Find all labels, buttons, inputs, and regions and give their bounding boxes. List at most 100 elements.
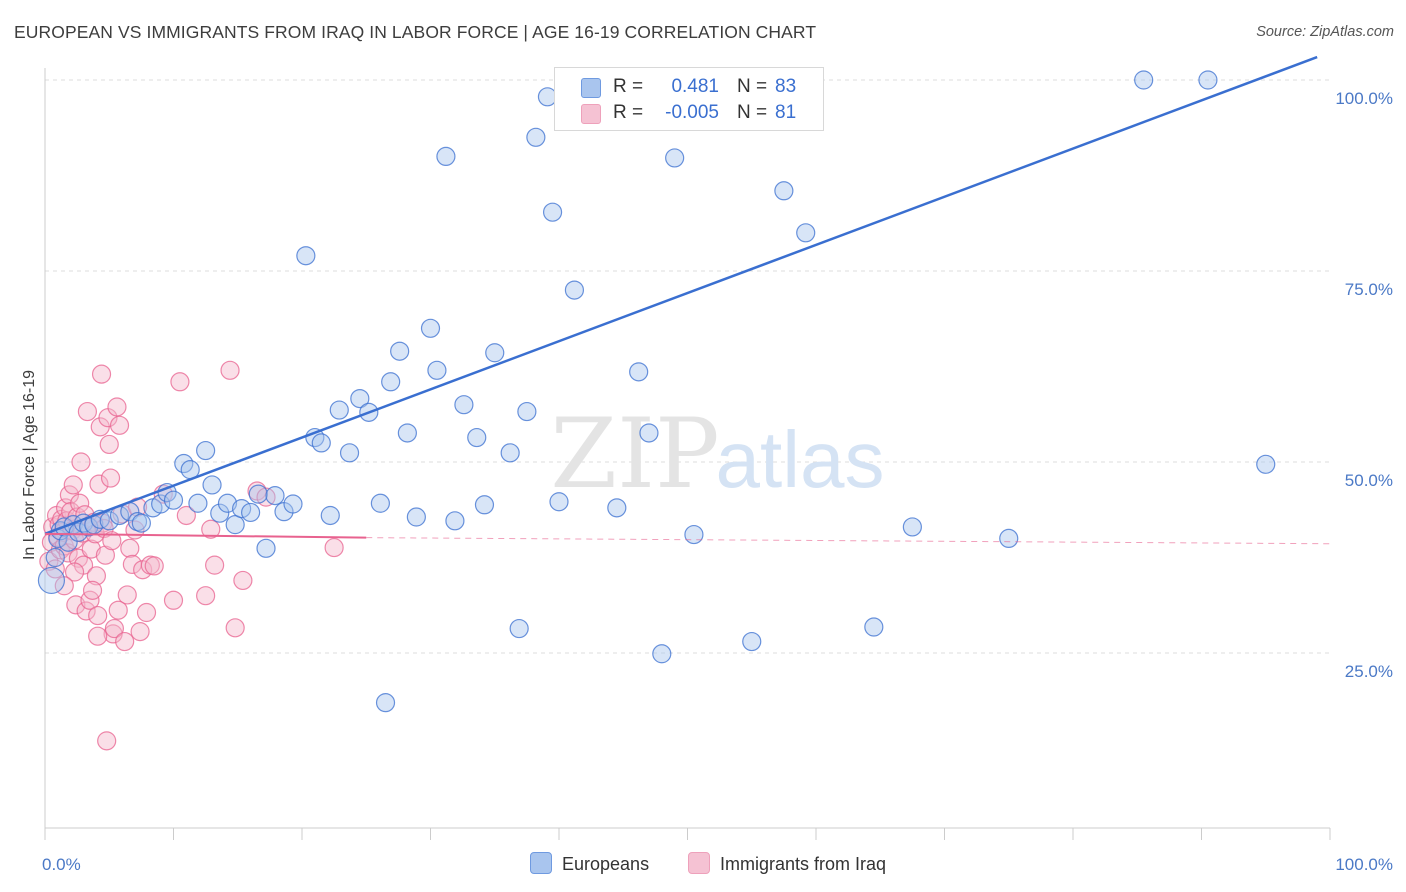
europeans-point [427, 360, 447, 380]
iraq-point [109, 415, 130, 435]
iraq-point [201, 519, 221, 539]
europeans-point [420, 318, 441, 338]
europeans-point [37, 566, 66, 595]
iraq-swatch [581, 104, 601, 124]
europeans-point [350, 388, 370, 409]
iraq-point [117, 585, 137, 605]
r-label: R = [613, 76, 644, 97]
iraq-point [97, 731, 117, 751]
europeans-point [796, 223, 816, 243]
iraq-point [225, 618, 245, 638]
axes [44, 68, 1331, 840]
legend-row-europeans: R = 0.481 N = 83 [555, 73, 823, 101]
iraq-point [130, 622, 150, 642]
series-legend: Europeans Immigrants from Iraq [0, 852, 1406, 878]
europeans-point [474, 495, 495, 515]
n-value: 83 [775, 76, 797, 97]
europeans-point [864, 617, 884, 637]
legend-item-europeans[interactable]: Europeans [530, 852, 649, 875]
europeans-point [151, 494, 171, 514]
trend-lines [44, 55, 1331, 545]
europeans-point [45, 547, 65, 568]
europeans-point [210, 503, 230, 523]
europeans-point [225, 515, 245, 535]
legend-item-iraq[interactable]: Immigrants from Iraq [688, 852, 886, 875]
iraq-point [220, 360, 240, 380]
y-tick-label: 50.0% [1345, 471, 1393, 490]
europeans-point [196, 440, 216, 461]
n-label: N = [737, 76, 768, 97]
immigrants-from-iraq-points [39, 360, 344, 751]
europeans-point [665, 148, 685, 168]
europeans-point [629, 362, 649, 382]
iraq-point [108, 600, 128, 620]
iraq-point [76, 601, 96, 621]
iraq-point [82, 580, 103, 600]
europeans-point [406, 507, 426, 527]
europeans-points [37, 70, 1276, 713]
iraq-point [120, 538, 140, 558]
europeans-point [339, 443, 360, 463]
europeans-point [256, 538, 276, 558]
europeans-point [607, 498, 627, 518]
iraq-point [196, 586, 216, 606]
iraq-trend-line [44, 532, 367, 539]
europeans-point [684, 524, 704, 545]
europeans-point [500, 443, 520, 463]
iraq-point [99, 434, 119, 455]
iraq-point [64, 562, 85, 582]
iraq-point [100, 468, 121, 488]
europeans-point [509, 618, 529, 639]
n-label: N = [737, 102, 768, 123]
iraq-point [115, 631, 135, 652]
europeans-point [390, 341, 410, 361]
iraq-point [89, 474, 109, 494]
europeans-point [68, 522, 89, 542]
europeans-point [742, 631, 762, 652]
europeans-point [526, 127, 546, 147]
iraq-point [104, 618, 124, 639]
iraq-point [81, 539, 101, 559]
europeans-swatch [581, 78, 601, 98]
iraq-point [205, 555, 225, 575]
iraq-point [63, 475, 83, 495]
legend-label: Europeans [562, 854, 650, 874]
iraq-swatch [688, 852, 710, 874]
europeans-point [639, 423, 659, 443]
europeans-point [467, 427, 487, 448]
iraq-point [102, 531, 122, 551]
x-tick-label: 100.0% [1335, 855, 1393, 874]
europeans-point [311, 433, 331, 453]
europeans-point [1256, 454, 1276, 474]
europeans-point [248, 484, 268, 504]
europeans-point [163, 490, 184, 510]
europeans-point [329, 400, 349, 420]
europeans-point [1134, 70, 1154, 90]
europeans-point [217, 493, 238, 513]
watermark-atlas: atlas [716, 415, 885, 504]
europeans-point [375, 693, 396, 713]
chart-title: EUROPEAN VS IMMIGRANTS FROM IRAQ IN LABO… [14, 22, 817, 42]
europeans-point [320, 505, 340, 526]
r-value: 0.481 [671, 76, 719, 97]
europeans-point [436, 146, 456, 166]
europeans-point [999, 528, 1019, 549]
legend-row-iraq: R = -0.005 N = 81 [555, 99, 823, 127]
europeans-swatch [530, 852, 552, 874]
iraq-point [136, 602, 157, 623]
iraq-point [163, 590, 184, 610]
europeans-point [265, 486, 285, 506]
watermark: ZIP atlas [550, 398, 884, 510]
r-label: R = [613, 102, 644, 123]
iraq-point [233, 570, 253, 591]
europeans-point [549, 492, 569, 512]
europeans-point [370, 493, 390, 513]
r-value: -0.005 [665, 102, 719, 123]
europeans-trend-line [44, 55, 1318, 535]
iraq-point [144, 556, 164, 576]
europeans-point [902, 517, 922, 537]
correlation-legend: R = 0.481 N = 83 R = -0.005 N = 81 [554, 67, 824, 131]
europeans-point [296, 246, 316, 266]
iraq-point [70, 493, 90, 513]
iraq-point [88, 605, 108, 626]
